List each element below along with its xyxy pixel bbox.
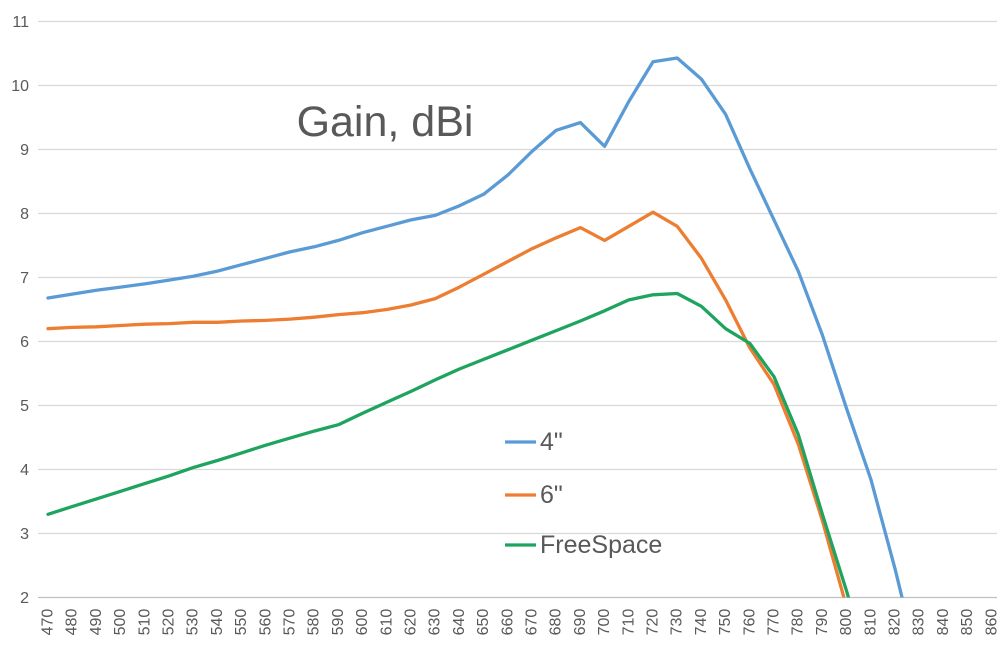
x-axis-tick-label: 730	[669, 609, 686, 636]
x-axis-tick-label: 830	[911, 609, 928, 636]
x-axis-tick-label: 690	[572, 609, 589, 636]
x-axis-tick-label: 860	[983, 609, 1000, 636]
x-axis-tick-label: 570	[282, 609, 299, 636]
x-axis-tick-label: 710	[620, 609, 637, 636]
x-axis-tick-label: 840	[935, 609, 952, 636]
x-axis-tick-label: 700	[596, 609, 613, 636]
series-line-4	[46, 56, 904, 598]
x-axis-tick-label: 480	[64, 609, 81, 636]
x-axis-tick-label: 810	[862, 609, 879, 636]
x-axis-tick-label: 800	[838, 609, 855, 636]
x-axis-tick-label: 760	[741, 609, 758, 636]
x-axis-tick-label: 720	[645, 609, 662, 636]
chart-title: Gain, dBi	[297, 98, 474, 146]
x-axis-tick-label: 530	[185, 609, 202, 636]
legend-item-freespace: FreeSpace	[505, 531, 662, 559]
legend-item-6: 6"	[505, 481, 563, 509]
series-line-freespace	[46, 291, 851, 598]
x-axis-tick-label: 680	[548, 609, 565, 636]
legend-label: 4"	[540, 428, 563, 456]
x-axis-tick-label: 610	[378, 609, 395, 636]
x-axis-tick-label: 640	[451, 609, 468, 636]
gridlines	[38, 20, 997, 599]
y-axis-tick-label: 3	[20, 526, 29, 543]
y-axis-tick-label: 2	[20, 590, 29, 607]
x-axis-tick-label: 670	[524, 609, 541, 636]
x-axis-tick-label: 660	[499, 609, 516, 636]
x-axis-tick-label: 630	[427, 609, 444, 636]
y-axis-tick-label: 6	[20, 334, 29, 351]
y-axis-tick-label: 8	[20, 206, 29, 223]
y-axis-tick-label: 9	[20, 142, 29, 159]
y-axis-tick-label: 4	[20, 462, 29, 479]
x-axis-tick-label: 490	[88, 609, 105, 636]
y-axis-tick-label: 5	[20, 398, 29, 415]
x-axis-tick-label: 500	[112, 609, 129, 636]
x-axis-tick-label: 580	[306, 609, 323, 636]
x-axis-tick-label: 550	[233, 609, 250, 636]
x-axis-tick-label: 510	[136, 609, 153, 636]
legend-label: 6"	[540, 481, 563, 509]
x-axis-tick-label: 820	[887, 609, 904, 636]
x-axis-tick-label: 590	[330, 609, 347, 636]
x-axis-labels: 470 480 490 500 510 520 530 540 550 560 570 580 590 6…	[40, 609, 1001, 636]
legend-item-4: 4"	[505, 428, 563, 456]
y-axis-labels: 2 3 4 5 6 7 8 9 10 11	[11, 14, 29, 607]
x-axis-tick-label: 790	[814, 609, 831, 636]
series-lines	[46, 56, 904, 598]
series-line-6	[46, 210, 846, 598]
x-axis-tick-label: 650	[475, 609, 492, 636]
x-axis-tick-label: 740	[693, 609, 710, 636]
x-axis-tick-label: 850	[959, 609, 976, 636]
legend: 4" 6" FreeSpace	[505, 428, 662, 559]
y-axis-tick-label: 10	[11, 78, 29, 95]
x-axis-tick-label: 620	[403, 609, 420, 636]
x-axis-tick-label: 470	[40, 609, 57, 636]
x-axis-tick-label: 520	[161, 609, 178, 636]
x-axis-tick-label: 770	[766, 609, 783, 636]
legend-label: FreeSpace	[540, 531, 662, 559]
x-axis-tick-label: 560	[257, 609, 274, 636]
y-axis-tick-label: 11	[12, 14, 29, 31]
x-axis-tick-label: 540	[209, 609, 226, 636]
y-axis-tick-label: 7	[20, 270, 29, 287]
x-axis-tick-label: 780	[790, 609, 807, 636]
x-axis-tick-label: 750	[717, 609, 734, 636]
x-axis-tick-label: 600	[354, 609, 371, 636]
